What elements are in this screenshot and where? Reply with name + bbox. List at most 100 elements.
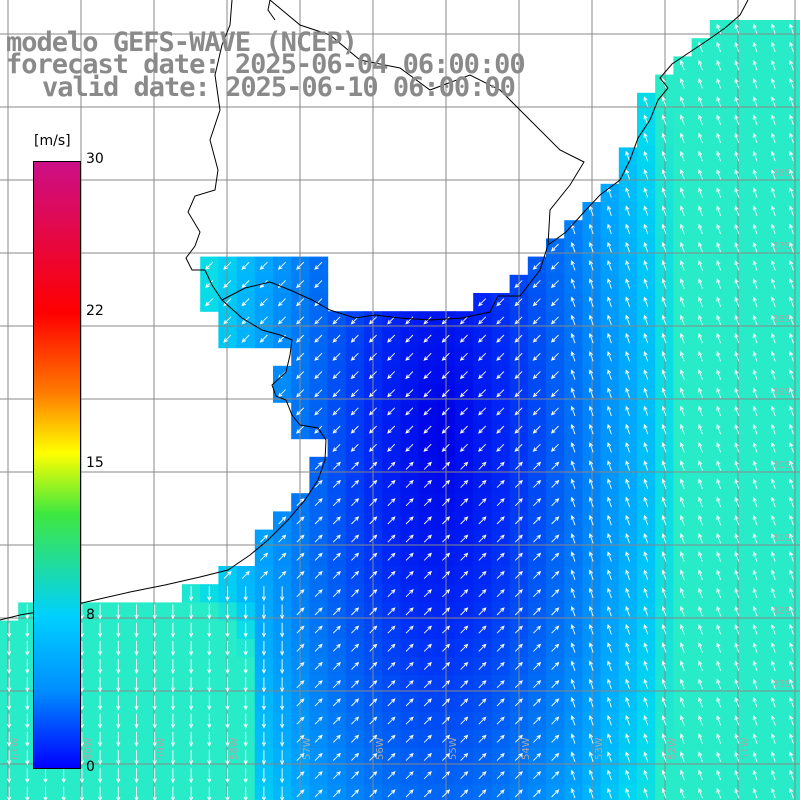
speed-cell xyxy=(782,566,800,585)
wind-arrow xyxy=(679,769,685,781)
wind-arrow xyxy=(698,678,703,690)
wind-arrow xyxy=(207,677,212,693)
wind-arrow xyxy=(350,352,359,361)
wind-arrow xyxy=(478,407,487,416)
wind-arrow xyxy=(550,389,559,398)
wind-arrow xyxy=(607,460,612,471)
wind-arrow xyxy=(661,514,667,526)
wind-arrow xyxy=(643,132,649,144)
speed-cell xyxy=(291,784,310,800)
wind-arrow xyxy=(679,478,685,489)
wind-arrow xyxy=(152,622,157,638)
wind-arrow xyxy=(405,661,414,670)
wind-arrow xyxy=(770,41,776,53)
wind-arrow xyxy=(588,223,594,235)
wind-arrow xyxy=(314,534,323,543)
wind-arrow xyxy=(698,605,703,617)
wind-arrow xyxy=(607,278,612,289)
wind-arrow xyxy=(25,786,30,800)
wind-arrow xyxy=(188,640,194,656)
wind-arrow xyxy=(533,771,542,780)
wind-arrow xyxy=(261,695,267,711)
wind-arrow xyxy=(387,516,396,525)
wind-arrow xyxy=(134,695,139,711)
wind-arrow xyxy=(351,661,360,670)
wind-arrow xyxy=(405,479,414,488)
wind-arrow xyxy=(170,768,176,784)
wind-arrow xyxy=(734,660,740,671)
wind-arrow xyxy=(332,661,341,670)
wind-arrow xyxy=(369,789,378,798)
wind-arrow xyxy=(134,750,139,766)
speed-cell xyxy=(782,238,800,258)
wind-arrow xyxy=(643,715,649,726)
wind-arrow xyxy=(243,640,248,656)
wind-arrow xyxy=(6,786,12,800)
wind-arrow xyxy=(734,369,740,380)
wind-arrow xyxy=(752,605,758,617)
wind-arrow xyxy=(698,533,703,544)
wind-arrow xyxy=(296,771,305,780)
wind-arrow xyxy=(679,114,685,125)
wind-arrow xyxy=(225,640,230,656)
wind-arrow xyxy=(789,496,794,508)
wind-arrow xyxy=(770,332,776,344)
wind-arrow xyxy=(423,589,432,598)
wind-arrow xyxy=(716,351,722,362)
wind-arrow xyxy=(243,622,248,638)
wind-arrow xyxy=(351,552,360,561)
wind-arrow xyxy=(243,659,248,675)
wind-arrow xyxy=(570,787,576,799)
speed-cell xyxy=(782,92,800,112)
wind-arrow xyxy=(679,59,685,71)
wind-arrow xyxy=(116,786,121,800)
wind-arrow xyxy=(478,716,487,725)
wind-arrow xyxy=(643,169,649,180)
wind-arrow xyxy=(442,771,451,780)
wind-arrow xyxy=(152,750,157,766)
wind-arrow xyxy=(6,695,12,711)
wind-arrow xyxy=(588,533,594,544)
wind-arrow xyxy=(698,551,703,562)
wind-arrow xyxy=(716,132,722,144)
wind-arrow xyxy=(789,587,794,599)
wind-arrow xyxy=(643,678,649,690)
wind-arrow xyxy=(460,625,469,634)
wind-arrow xyxy=(716,187,722,198)
wind-arrow xyxy=(588,351,594,362)
wind-arrow xyxy=(478,752,487,761)
wind-arrow xyxy=(570,496,576,508)
speed-cell xyxy=(673,784,693,800)
wind-arrow xyxy=(332,789,341,798)
wind-arrow xyxy=(442,607,451,616)
wind-arrow xyxy=(223,280,232,289)
wind-arrow xyxy=(752,642,758,653)
wind-arrow xyxy=(789,624,794,635)
latitude-label: 29S xyxy=(772,387,791,398)
speed-cell xyxy=(527,784,547,800)
wind-arrow xyxy=(170,731,176,747)
wind-arrow xyxy=(387,625,396,634)
wind-arrow xyxy=(698,569,703,580)
wind-arrow xyxy=(225,750,230,766)
wind-arrow xyxy=(716,241,722,253)
wind-arrow xyxy=(116,713,121,729)
wind-arrow xyxy=(241,261,250,270)
wind-arrow xyxy=(679,715,685,726)
wind-arrow xyxy=(607,569,612,580)
speed-cell xyxy=(782,220,800,239)
wind-arrow xyxy=(514,661,523,670)
wind-arrow xyxy=(752,733,758,744)
wind-arrow xyxy=(643,769,649,781)
speed-cell xyxy=(782,584,800,603)
wind-arrow xyxy=(332,352,341,361)
wind-arrow xyxy=(134,677,139,693)
wind-arrow xyxy=(679,296,685,307)
wind-arrow xyxy=(752,351,758,362)
wind-arrow xyxy=(679,205,685,216)
speed-cell xyxy=(600,784,620,800)
wind-arrow xyxy=(423,407,432,416)
wind-arrow xyxy=(170,622,176,638)
wind-arrow xyxy=(752,278,758,289)
wind-arrow xyxy=(296,425,305,434)
